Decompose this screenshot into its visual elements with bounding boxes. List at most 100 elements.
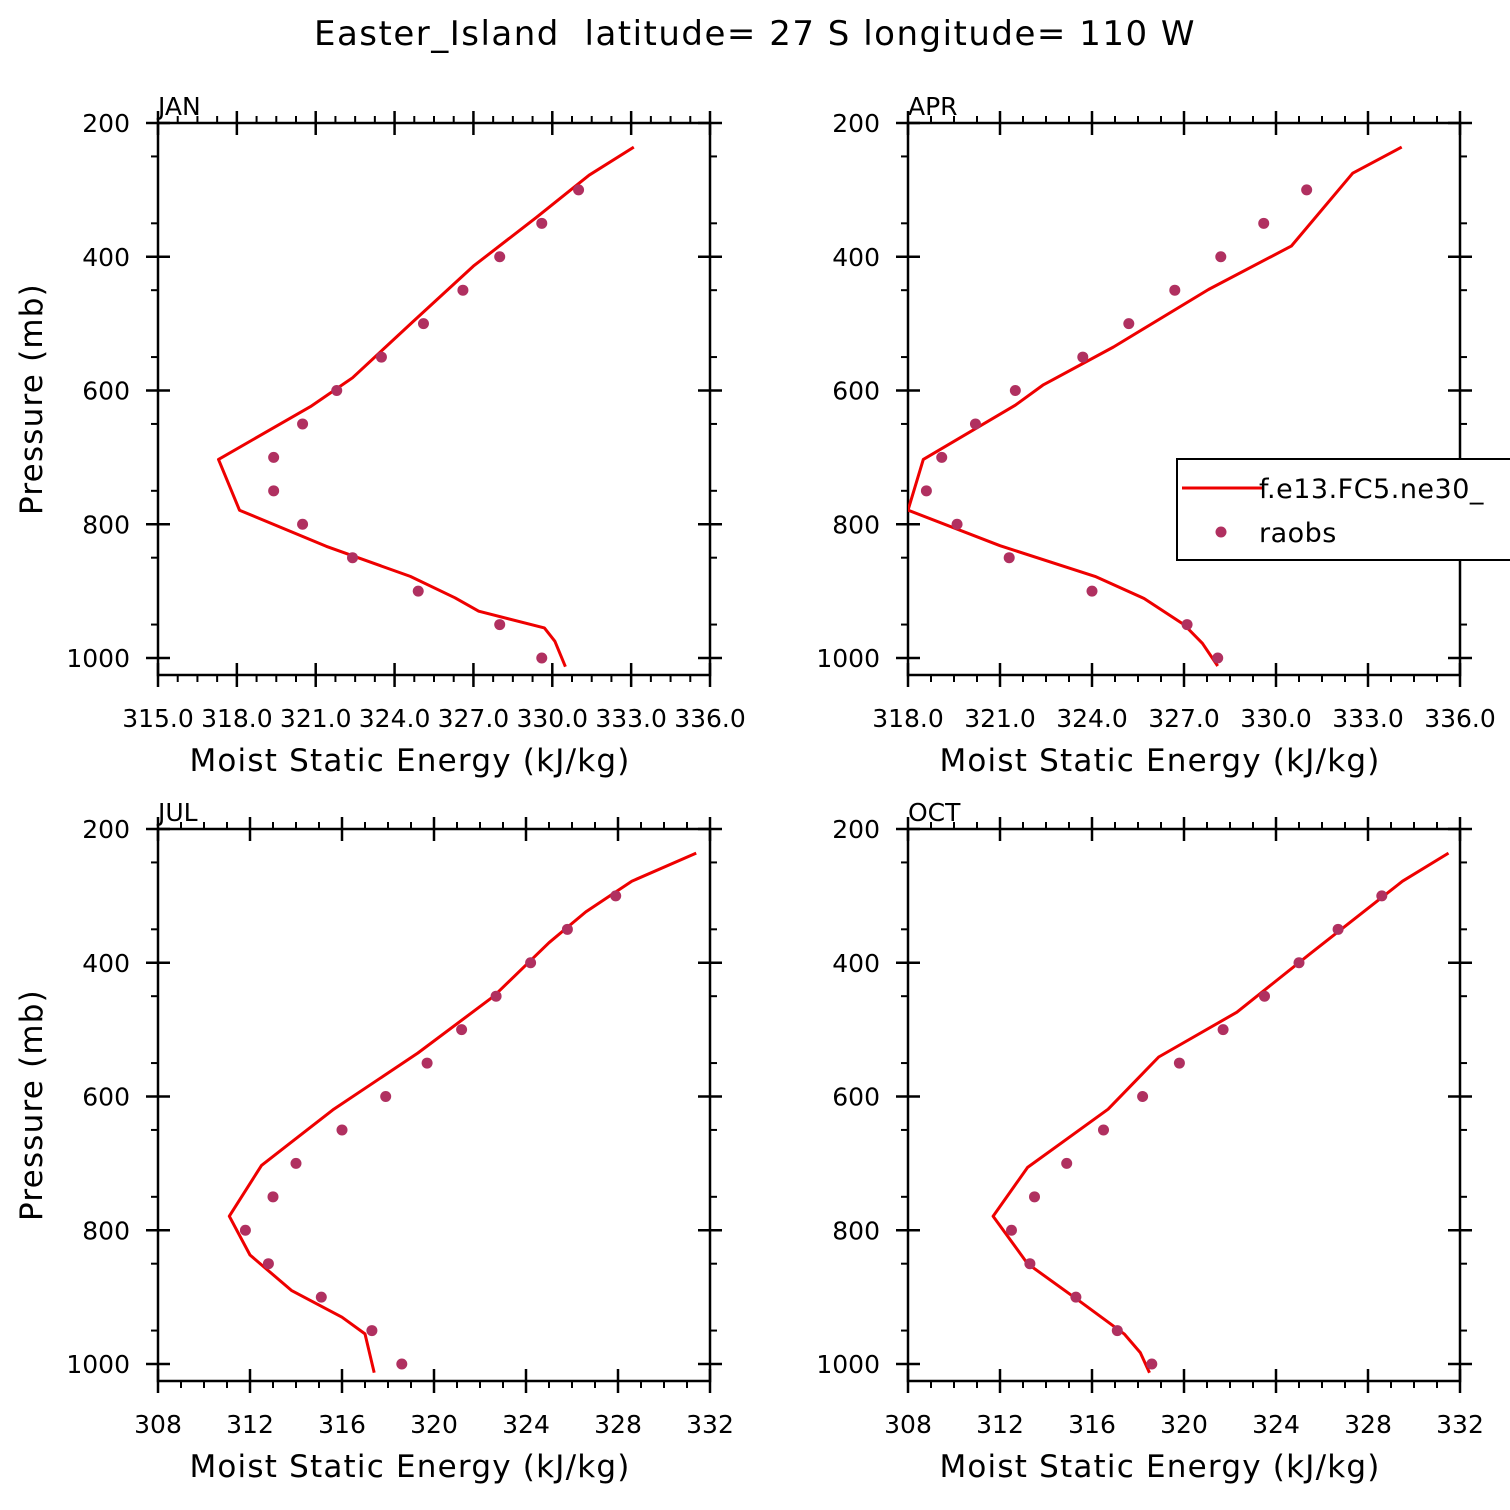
obs-point-oct [1029, 1191, 1040, 1203]
obs-point-oct [1137, 1091, 1149, 1102]
legend: f.e13.FC5.ne30_raobs [1176, 458, 1510, 561]
obs-point-jul [421, 1057, 433, 1069]
obs-point-jul [262, 1258, 274, 1270]
obs-point-jul [315, 1291, 327, 1303]
y-tick-label-oct: 400 [832, 949, 880, 978]
obs-point-jan [417, 318, 429, 330]
obs-point-apr [1086, 585, 1098, 597]
obs-point-oct [1098, 1124, 1109, 1136]
obs-point-oct [1070, 1291, 1082, 1303]
x-tick-label-apr: 318.0 [872, 704, 944, 733]
panel-label-jul: JUL [156, 798, 198, 827]
obs-point-jan [375, 351, 387, 363]
legend-box [1176, 458, 1510, 561]
obs-point-oct [1293, 957, 1305, 969]
x-tick-label-jan: 324.0 [359, 704, 431, 733]
obs-point-jul [456, 1024, 468, 1036]
x-tick-label-apr: 327.0 [1148, 704, 1220, 733]
model-line-jan [217, 145, 635, 668]
y-tick-label-apr: 400 [832, 243, 880, 272]
x-axis-label-apr: Moist Static Energy (kJ/kg) [939, 743, 1380, 779]
obs-point-jul [490, 990, 502, 1002]
y-tick-label-jan: 600 [82, 377, 130, 406]
obs-point-oct [1061, 1157, 1073, 1169]
y-tick-label-jul: 800 [82, 1216, 130, 1245]
x-tick-label-oct: 332 [1436, 1410, 1484, 1439]
obs-point-apr [920, 485, 932, 497]
obs-point-jul [610, 890, 622, 902]
y-tick-label-apr: 1000 [816, 644, 880, 673]
obs-point-jul [336, 1124, 348, 1136]
x-tick-label-apr: 333.0 [1332, 704, 1404, 733]
y-tick-label-jul: 400 [82, 949, 130, 978]
obs-point-jan [297, 418, 309, 430]
x-tick-label-jul: 308 [134, 1410, 182, 1439]
x-tick-label-jan: 315.0 [122, 704, 194, 733]
obs-point-apr [1181, 619, 1193, 631]
obs-point-oct [1024, 1258, 1036, 1270]
panel-jul: JUL 308 312 316 320 324 328 332 200 400 600 800 1000… [14, 798, 734, 1485]
panel-oct: OCT 308 312 316 320 324 328 332 200 400 600 800 1000… [816, 798, 1483, 1485]
x-axis-label-oct: Moist Static Energy (kJ/kg) [939, 1449, 1380, 1485]
x-tick-label-jul: 320 [410, 1410, 458, 1439]
obs-point-oct [1111, 1325, 1123, 1337]
obs-point-jul [380, 1091, 392, 1102]
obs-point-jan [457, 284, 469, 296]
obs-point-apr [1169, 284, 1181, 296]
obs-point-oct [1217, 1024, 1229, 1036]
obs-point-apr [1077, 351, 1089, 363]
x-tick-label-oct: 320 [1160, 1410, 1208, 1439]
obs-point-oct [1376, 890, 1388, 902]
obs-point-jan [536, 652, 548, 664]
obs-point-jul [561, 923, 573, 935]
obs-point-oct [1259, 990, 1270, 1002]
y-tick-label-apr: 200 [832, 109, 880, 138]
plot-frame-oct [906, 827, 1462, 1383]
plot-frame-jan [156, 121, 712, 677]
obs-point-jul [290, 1157, 302, 1169]
y-tick-label-apr: 600 [832, 377, 880, 406]
x-tick-label-oct: 316 [1068, 1410, 1116, 1439]
obs-point-jan [331, 385, 343, 396]
y-tick-label-jul: 600 [82, 1083, 130, 1112]
obs-point-jan [347, 552, 359, 564]
legend-label-model: f.e13.FC5.ne30_ [1259, 474, 1484, 505]
obs-point-jul [239, 1224, 251, 1236]
x-tick-label-jul: 328 [594, 1410, 642, 1439]
y-axis-label-jan: Pressure (mb) [14, 283, 50, 515]
x-tick-label-jan: 327.0 [438, 704, 510, 733]
y-tick-label-jan: 1000 [66, 644, 130, 673]
y-tick-label-oct: 200 [832, 815, 880, 844]
panel-apr: APR 318.0 321.0 324.0 327.0 330.0 333.0 336.0 20… [816, 92, 1495, 779]
plot-frame-jul [156, 827, 712, 1383]
obs-point-jan [573, 184, 585, 196]
obs-point-jul [525, 957, 537, 969]
x-tick-label-jul: 332 [686, 1410, 734, 1439]
obs-point-jan [268, 451, 280, 463]
x-tick-label-jul: 324 [502, 1410, 550, 1439]
x-tick-label-jan: 318.0 [201, 704, 273, 733]
obs-point-jan [494, 619, 506, 631]
panel-label-apr: APR [908, 92, 958, 121]
obs-point-jul [396, 1358, 408, 1370]
x-tick-label-oct: 328 [1344, 1410, 1392, 1439]
x-tick-label-apr: 336.0 [1424, 704, 1496, 733]
x-axis-label-jul: Moist Static Energy (kJ/kg) [189, 1449, 630, 1485]
x-tick-label-jan: 336.0 [674, 704, 746, 733]
y-tick-label-oct: 1000 [816, 1350, 880, 1379]
obs-point-jan [412, 585, 424, 597]
x-tick-label-oct: 312 [976, 1410, 1024, 1439]
obs-point-apr [1212, 652, 1224, 664]
x-tick-label-apr: 324.0 [1056, 704, 1128, 733]
y-tick-label-jan: 800 [82, 510, 130, 539]
legend-marker-swatch [1215, 526, 1227, 538]
obs-point-apr [1301, 184, 1313, 196]
obs-point-jan [536, 217, 548, 229]
x-axis-label-jan: Moist Static Energy (kJ/kg) [189, 743, 630, 779]
plot-frame-apr [906, 121, 1462, 677]
obs-point-apr [1215, 251, 1227, 263]
obs-point-apr [969, 418, 981, 430]
